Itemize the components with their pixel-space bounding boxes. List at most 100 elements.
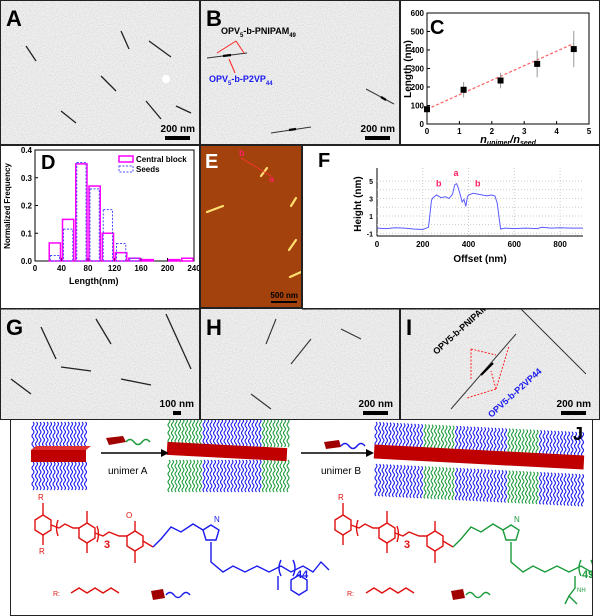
polymer-chain bbox=[80, 421, 84, 451]
polymer-chain bbox=[535, 471, 539, 505]
fiber-strands bbox=[205, 166, 301, 279]
polymer-chain bbox=[244, 420, 248, 448]
unimer-b-icon bbox=[324, 440, 366, 450]
polymer-chain bbox=[170, 459, 175, 493]
polymer-chain bbox=[38, 461, 42, 491]
legend-swatch bbox=[118, 155, 134, 163]
polymer-chain bbox=[261, 420, 266, 448]
annotation-sub: 5 bbox=[228, 80, 232, 87]
polymer-chain bbox=[454, 467, 459, 501]
polymer-chain bbox=[244, 459, 248, 493]
bar-central-block bbox=[141, 258, 154, 262]
panel-label: A bbox=[6, 6, 22, 31]
polymer-chain bbox=[451, 467, 455, 501]
bar-central-block bbox=[167, 258, 181, 262]
polymer-chain bbox=[409, 465, 413, 499]
annotation-text: OPV bbox=[209, 74, 229, 84]
data-point bbox=[534, 60, 541, 67]
panel-label: C bbox=[430, 17, 445, 39]
annotation-sub: 5 bbox=[240, 32, 244, 39]
x-tick-label: 5 bbox=[587, 127, 592, 136]
polymer-chain bbox=[461, 467, 466, 501]
opv-segment bbox=[334, 503, 454, 563]
polymer-chain bbox=[202, 459, 206, 493]
scale-bar: 200 nm bbox=[359, 399, 393, 415]
polymer-chain bbox=[76, 421, 81, 451]
x-tick-label: 800 bbox=[553, 240, 567, 249]
pnipam-segment bbox=[452, 523, 592, 605]
p2vp-segment bbox=[152, 523, 330, 599]
annotation-sub: 49 bbox=[289, 32, 296, 39]
panel-label: B bbox=[206, 6, 222, 31]
polymer-chain bbox=[31, 461, 35, 491]
polymer-chain bbox=[254, 420, 259, 448]
plot-frame bbox=[426, 12, 590, 125]
x-tick-label: 1 bbox=[457, 127, 462, 136]
amide-nh: NH bbox=[577, 588, 586, 594]
panel-a-tem-image: A 200 nm bbox=[0, 0, 200, 145]
polymer-chain bbox=[496, 469, 501, 503]
polymer-chain bbox=[223, 420, 227, 448]
panel-h-tem-image: H 200 nm bbox=[200, 308, 400, 420]
polymer-chain bbox=[279, 459, 283, 493]
polymer-chain bbox=[209, 420, 213, 448]
data-point bbox=[570, 46, 577, 53]
polymer-chain bbox=[265, 420, 269, 448]
polymer-chain bbox=[219, 420, 224, 448]
polymer-chain bbox=[48, 421, 53, 451]
polymer-chain bbox=[52, 461, 56, 491]
polymer-chain bbox=[433, 466, 438, 500]
data-point bbox=[497, 77, 504, 84]
polymer-chain bbox=[437, 466, 441, 500]
x-tick-label: 4 bbox=[554, 127, 559, 136]
polymer-chain bbox=[377, 463, 382, 497]
tem-micrograph-b bbox=[201, 1, 399, 144]
bar-central-block bbox=[114, 251, 128, 262]
polymer-chain bbox=[198, 459, 203, 493]
y-tick-label: 400 bbox=[411, 46, 425, 55]
mark-b: b bbox=[239, 148, 245, 158]
y-tick-label: 100 bbox=[411, 102, 425, 111]
polymer-chain bbox=[531, 471, 536, 505]
x-tick-label: 40 bbox=[57, 264, 66, 273]
scale-bar: 100 nm bbox=[160, 399, 194, 415]
x-tick-label: 120 bbox=[108, 264, 122, 273]
y-axis-label: Length (nm) bbox=[403, 40, 414, 98]
polymer-chain bbox=[181, 420, 185, 448]
panel-label: G bbox=[6, 315, 24, 340]
polymer-chain bbox=[458, 467, 462, 501]
y-tick-label: 500 bbox=[411, 28, 425, 37]
polymer-chain bbox=[247, 420, 252, 448]
polymer-chain bbox=[69, 421, 74, 451]
polymer-chain bbox=[55, 421, 60, 451]
polymer-chain bbox=[251, 420, 255, 448]
polymer-chain bbox=[545, 472, 550, 505]
x-axis-label-part: / bbox=[509, 134, 515, 145]
r-group: R bbox=[39, 547, 45, 556]
data-point bbox=[460, 86, 467, 93]
polymer-chain bbox=[419, 465, 424, 499]
polymer-chain bbox=[41, 421, 46, 451]
polymer-chain bbox=[73, 461, 77, 491]
polymer-chain bbox=[482, 469, 487, 502]
polymer-chain bbox=[184, 459, 189, 493]
annotation-text: -b-PNIPAM bbox=[243, 26, 290, 36]
opv-segment bbox=[34, 503, 154, 563]
polymer-chain bbox=[440, 466, 445, 500]
core-top-face bbox=[31, 446, 91, 450]
polymer-chain bbox=[258, 420, 262, 448]
r-group: R bbox=[38, 493, 44, 502]
scale-bar: 200 nm bbox=[557, 399, 591, 415]
panel-c-chart: 0 1 2 3 4 5 0 100 200 300 400 500 600 Length (nm) nuni… bbox=[400, 0, 600, 145]
polymer-chain bbox=[268, 459, 273, 493]
repeat-count: 49 bbox=[582, 569, 593, 581]
bar-central-block bbox=[48, 242, 62, 262]
polymer-chain bbox=[517, 470, 522, 504]
repeat-count: 3 bbox=[104, 539, 110, 551]
polymer-chain bbox=[177, 459, 182, 493]
polymer-chain bbox=[59, 461, 63, 491]
polymer-chain bbox=[223, 459, 227, 493]
crystalline-cores bbox=[31, 441, 585, 470]
y-axis-label: Normalized Frequency bbox=[3, 163, 12, 249]
annotation-pnipam: OPV5-b-PNIPAM49 bbox=[221, 26, 296, 39]
